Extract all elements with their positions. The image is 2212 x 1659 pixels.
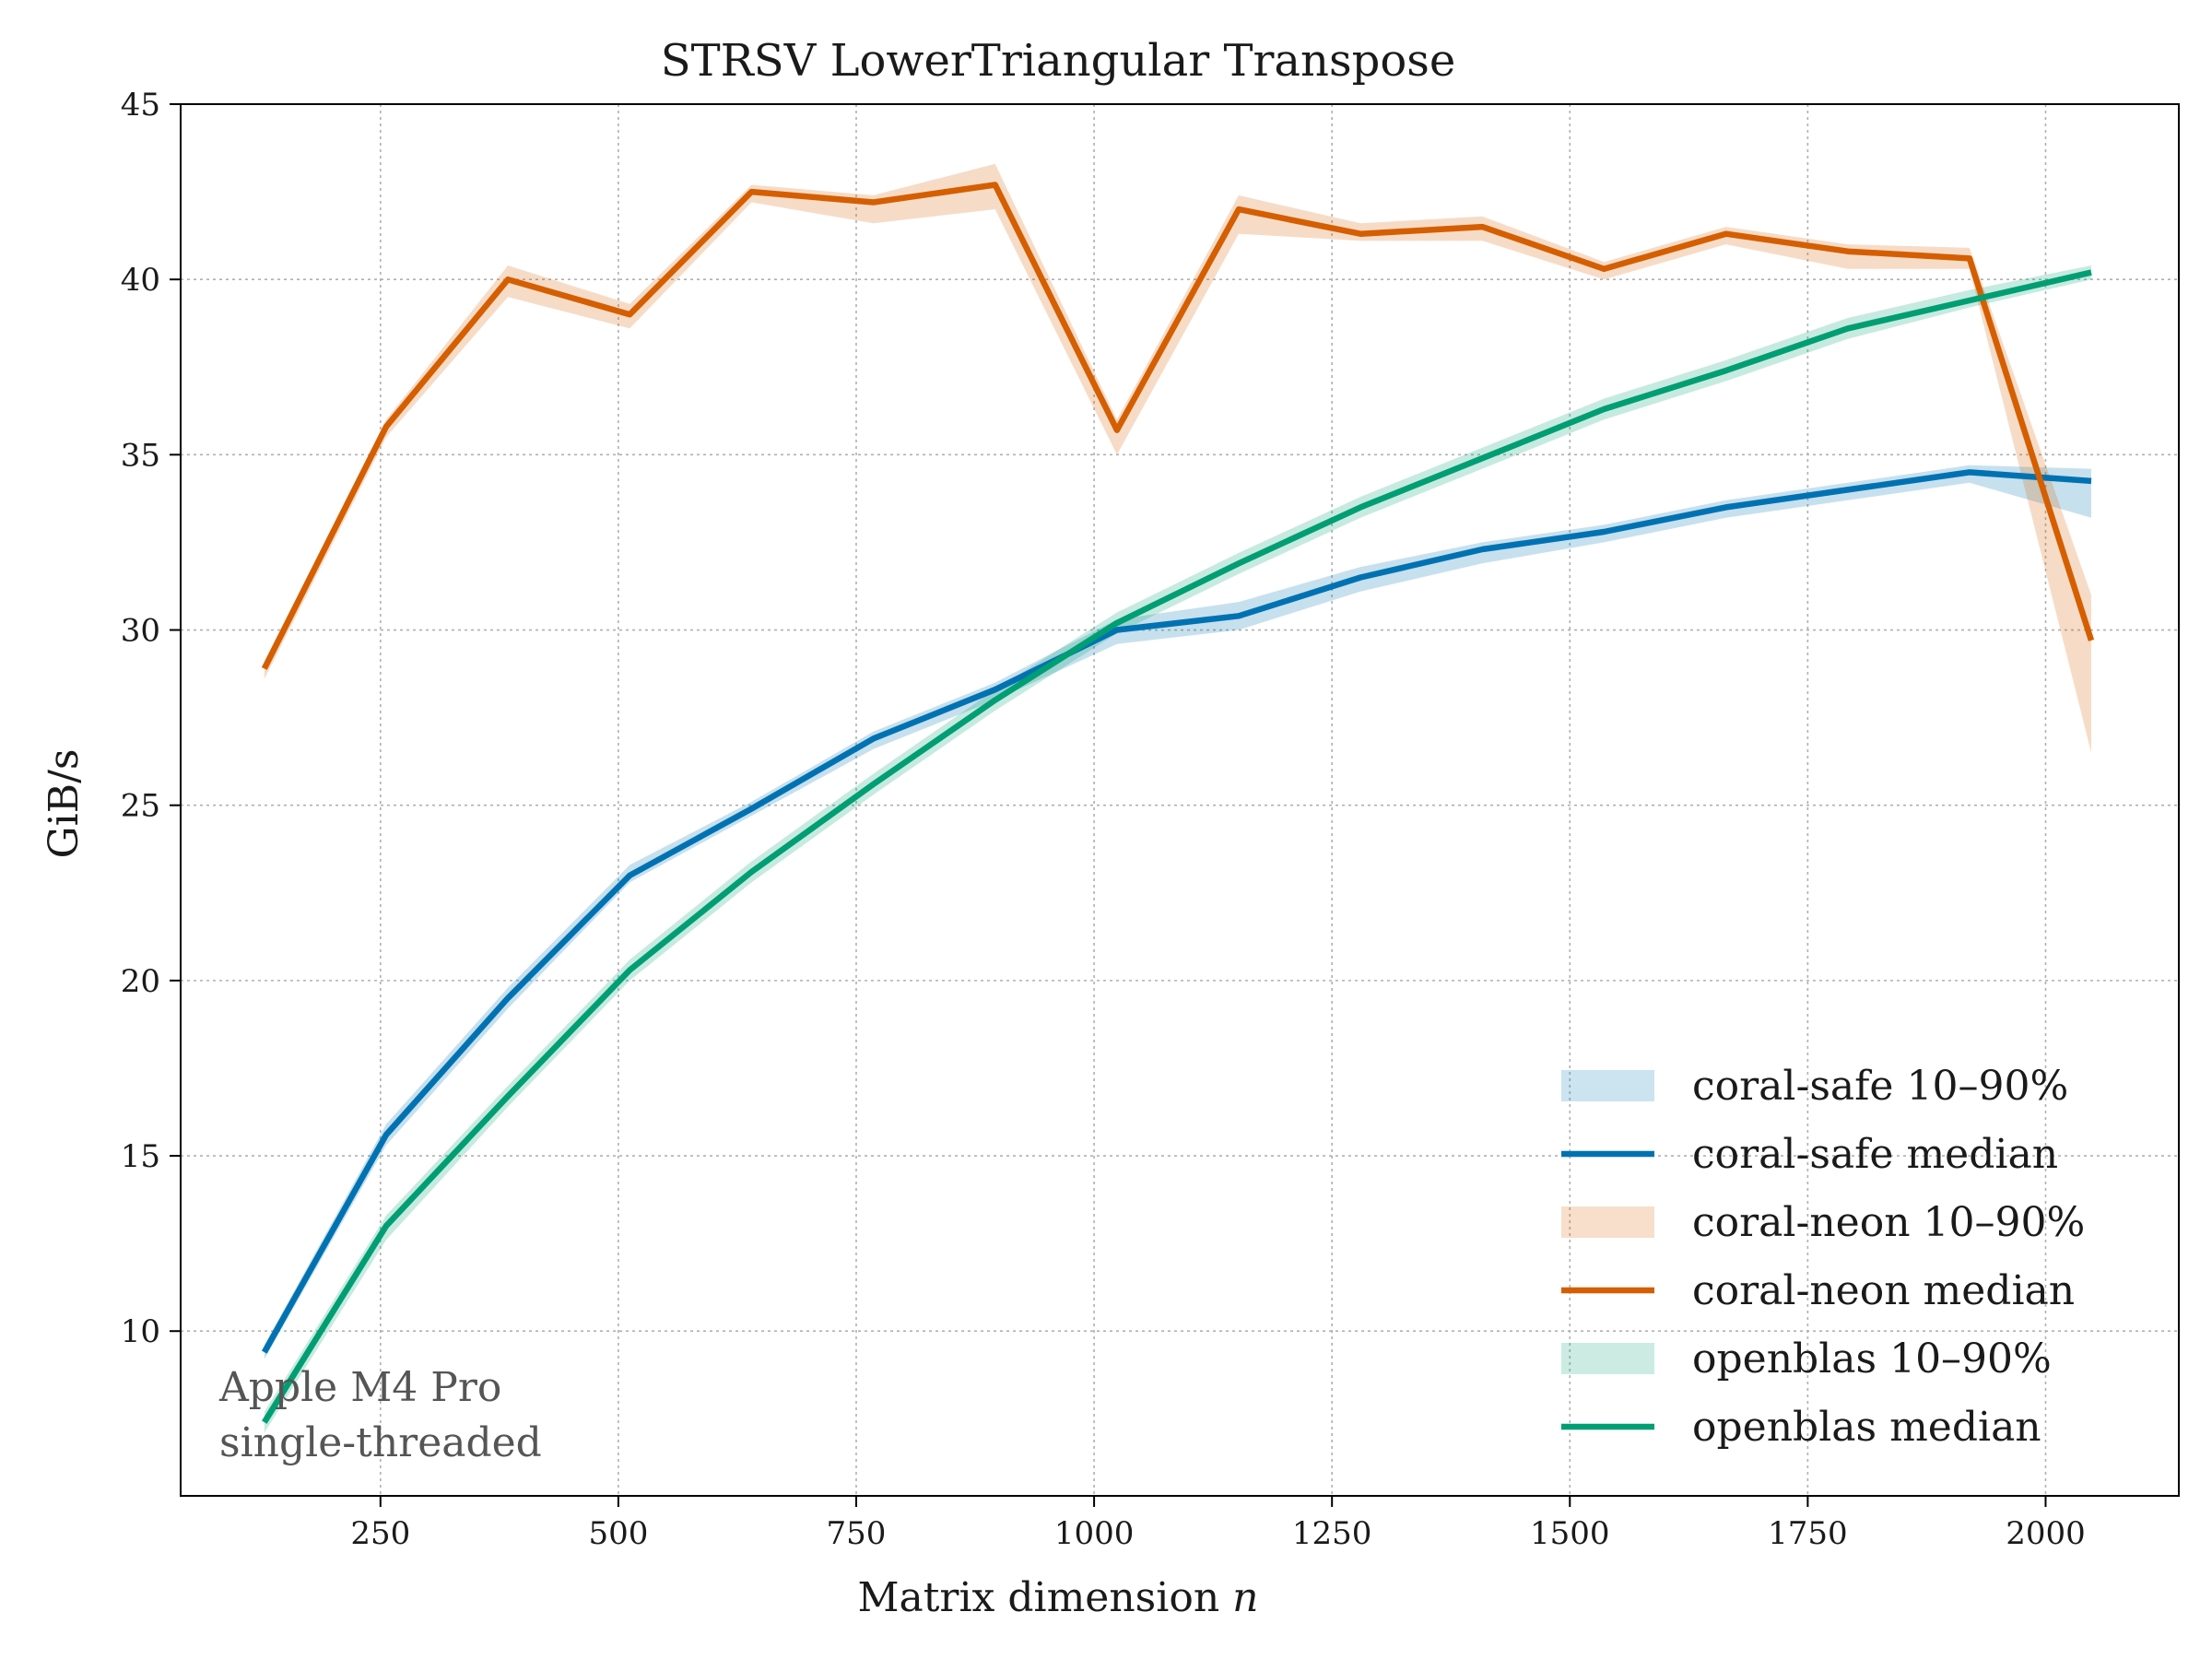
x-axis-variable: n bbox=[1232, 1574, 1258, 1621]
y-axis-title: GiB/s bbox=[41, 749, 88, 859]
threading-note: single-threaded bbox=[219, 1419, 542, 1466]
y-tick-label: 15 bbox=[121, 1138, 160, 1175]
x-axis-title: Matrix dimension n bbox=[857, 1574, 1258, 1621]
y-tick-label: 30 bbox=[121, 613, 160, 650]
coral-neon-median-label: coral-neon median bbox=[1692, 1267, 2075, 1314]
x-tick-label: 1750 bbox=[1768, 1515, 1848, 1552]
y-tick-label: 40 bbox=[121, 262, 160, 299]
y-axis-ticks: 10 15 20 25 30 35 40 45 bbox=[121, 87, 181, 1350]
y-tick-label: 35 bbox=[121, 437, 160, 474]
openblas-median-label: openblas median bbox=[1692, 1404, 2041, 1451]
openblas-median-line bbox=[262, 269, 2092, 1424]
x-tick-label: 750 bbox=[827, 1515, 887, 1552]
coral-safe-median-label: coral-safe median bbox=[1692, 1131, 2058, 1178]
x-tick-label: 250 bbox=[350, 1515, 410, 1552]
y-tick-label: 25 bbox=[121, 788, 160, 825]
coral-safe-median-line bbox=[261, 469, 2092, 1354]
x-tick-label: 500 bbox=[588, 1515, 648, 1552]
coral-neon-band-swatch bbox=[1561, 1206, 1654, 1238]
chart-title: STRSV LowerTriangular Transpose bbox=[661, 35, 1456, 87]
legend: coral-safe 10–90% coral-safe median coral-… bbox=[1561, 1063, 2085, 1451]
coral-neon-median-line bbox=[261, 182, 2095, 670]
x-axis-ticks: 250 500 750 1000 1250 1500 1750 2000 bbox=[350, 1496, 2086, 1552]
x-tick-label: 1000 bbox=[1054, 1515, 1135, 1552]
coral-safe-band-swatch bbox=[1561, 1070, 1654, 1101]
x-axis-label: Matrix dimension bbox=[857, 1574, 1219, 1621]
coral-safe-band-label: coral-safe 10–90% bbox=[1692, 1063, 2068, 1110]
y-tick-label: 10 bbox=[121, 1313, 160, 1350]
median-lines bbox=[261, 182, 2095, 1424]
openblas-band-swatch bbox=[1561, 1343, 1654, 1374]
coral-neon-band-label: coral-neon 10–90% bbox=[1692, 1199, 2085, 1246]
hardware-note: Apple M4 Pro bbox=[218, 1364, 501, 1411]
x-tick-label: 1500 bbox=[1530, 1515, 1610, 1552]
openblas-band-label: openblas 10–90% bbox=[1692, 1335, 2052, 1382]
y-tick-label: 20 bbox=[121, 963, 160, 1000]
plot-frame bbox=[180, 103, 2180, 1497]
x-tick-label: 1250 bbox=[1292, 1515, 1372, 1552]
y-tick-label: 45 bbox=[121, 87, 160, 124]
x-tick-label: 2000 bbox=[2006, 1515, 2086, 1552]
